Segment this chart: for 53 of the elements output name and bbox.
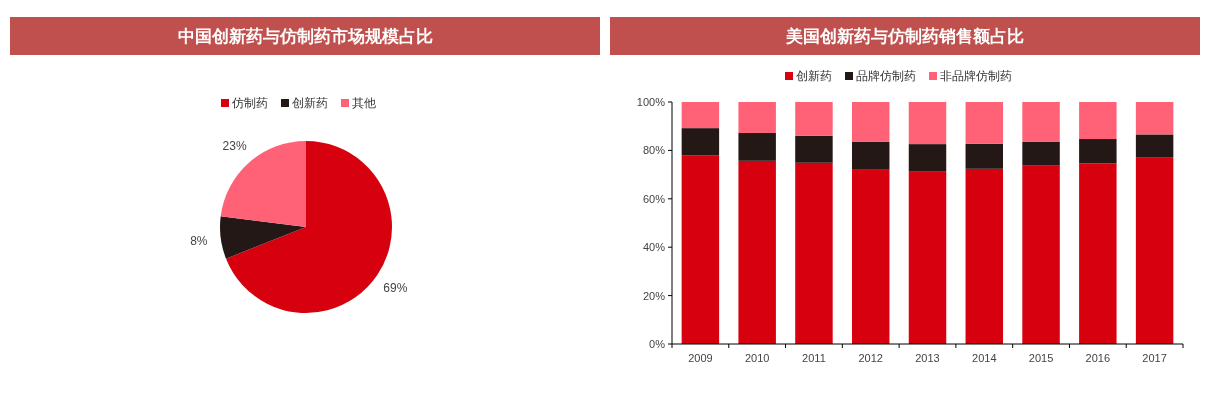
x-tick-label: 2009	[688, 352, 713, 364]
data-label: 69%	[383, 280, 408, 295]
legend-label: 创新药	[292, 96, 328, 110]
x-tick-label: 2012	[858, 352, 883, 364]
x-tick-label: 2017	[1142, 352, 1167, 364]
bar	[738, 160, 776, 344]
x-tick-label: 2011	[802, 352, 826, 364]
chart-title: 中国创新药与仿制药市场规模占比	[177, 27, 433, 46]
bar	[965, 102, 1004, 144]
bar	[1135, 157, 1174, 344]
bar	[681, 155, 720, 344]
bar	[851, 102, 890, 142]
bar	[851, 169, 890, 344]
data-label: 23%	[222, 138, 247, 153]
bar	[738, 102, 776, 133]
bar	[795, 162, 833, 344]
y-tick-label: 40%	[642, 241, 666, 254]
bar	[681, 102, 720, 129]
x-tick-label: 2014	[972, 352, 997, 364]
bar	[1022, 165, 1060, 344]
bar	[738, 132, 776, 161]
legend-label: 非品牌仿制药	[940, 69, 1012, 83]
x-tick-label: 2013	[915, 352, 940, 364]
bar	[1079, 102, 1117, 140]
y-tick-label: 20%	[642, 289, 666, 302]
chart-title: 美国创新药与仿制药销售额占比	[785, 27, 1024, 46]
y-tick-label: 60%	[642, 192, 666, 205]
bar	[965, 143, 1004, 169]
y-tick-label: 100%	[636, 96, 666, 108]
data-label: 8%	[190, 233, 208, 248]
bar	[1135, 134, 1174, 158]
bar	[908, 171, 947, 344]
bar	[965, 168, 1004, 344]
bar	[795, 135, 833, 163]
x-tick-label: 2010	[744, 352, 770, 364]
legend-label: 品牌仿制药	[856, 69, 916, 83]
y-tick-label: 0%	[649, 338, 666, 350]
y-tick-label: 80%	[642, 144, 666, 157]
bar	[908, 102, 947, 145]
bar	[1079, 163, 1117, 344]
x-tick-label: 2016	[1085, 352, 1111, 364]
bar	[795, 102, 833, 136]
bar	[1022, 102, 1060, 142]
x-tick-label: 2015	[1028, 352, 1054, 364]
bar	[1022, 141, 1060, 166]
bar	[1079, 139, 1117, 164]
bar	[1135, 102, 1174, 135]
bar	[908, 144, 947, 172]
bar	[681, 128, 720, 156]
legend-label: 仿制药	[231, 96, 268, 110]
legend-label: 创新药	[796, 69, 832, 83]
legend-label: 其他	[352, 96, 376, 110]
bar	[851, 141, 890, 170]
